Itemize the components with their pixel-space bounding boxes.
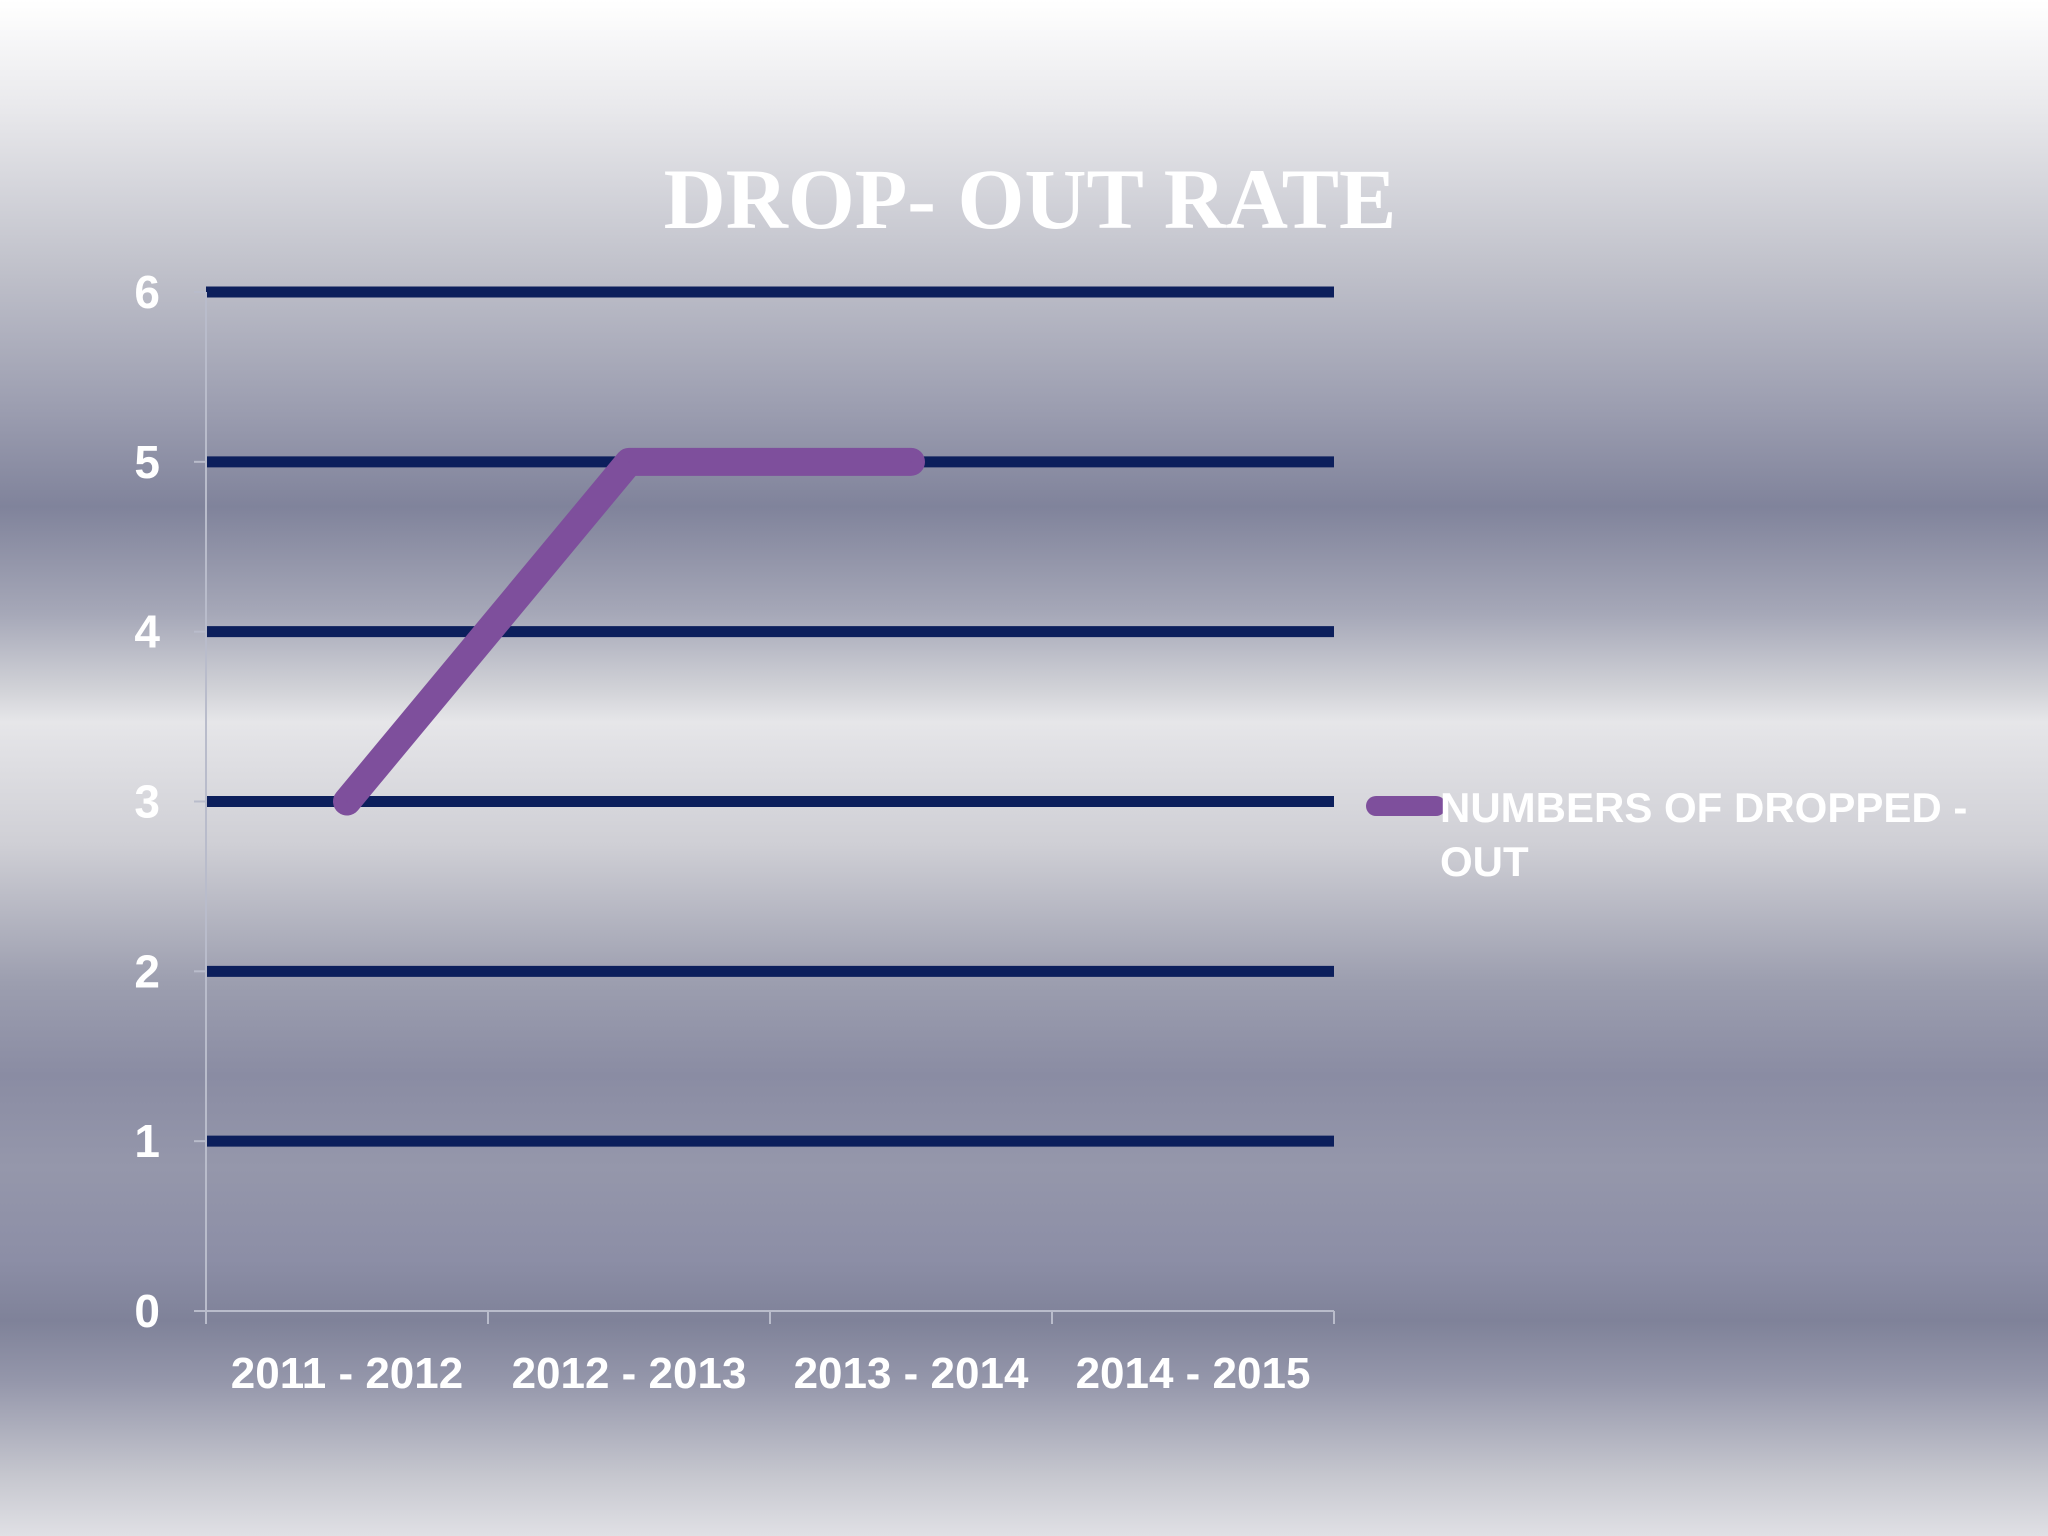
y-tick-label: 3 [134,776,160,828]
y-tick-label: 4 [134,606,160,658]
y-tick-label: 0 [134,1285,160,1337]
y-tick-label: 2 [134,945,160,997]
x-tick-label: 2013 - 2014 [794,1349,1029,1398]
y-tick-label: 1 [134,1115,160,1167]
x-tick-label: 2014 - 2015 [1076,1349,1311,1398]
series [333,447,925,816]
gridlines [206,286,1334,1147]
y-axis-ticks: 0 1 2 3 4 5 6 [134,266,160,1337]
data-point [628,460,630,463]
x-tick-label: 2011 - 2012 [231,1349,463,1398]
legend-label-line: OUT [1440,838,1529,885]
legend: NUMBERS OF DROPPED - OUT [1366,784,1967,885]
y-tick-label: 5 [134,436,160,488]
legend-label: NUMBERS OF DROPPED - OUT [1440,784,1967,885]
legend-label-line: NUMBERS OF DROPPED - [1440,784,1967,831]
x-tick-label: 2012 - 2013 [512,1349,747,1398]
axes [194,291,1335,1324]
x-axis-ticks: 2011 - 2012 2012 - 2013 2013 - 2014 2014 - … [231,1349,1311,1398]
data-point [910,460,912,463]
data-point [346,800,348,803]
y-tick-label: 6 [134,266,160,318]
chart-title: DROP- OUT RATE [664,151,1397,247]
